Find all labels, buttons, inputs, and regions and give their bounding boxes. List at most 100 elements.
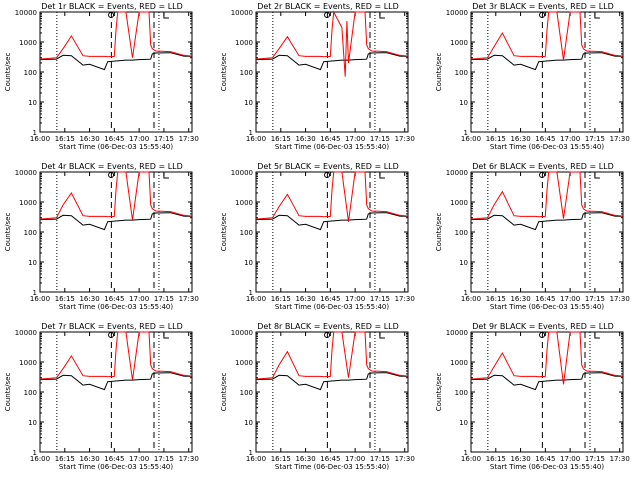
- saa-start-mark: [324, 12, 331, 18]
- y-axis-label: Counts/sec: [435, 213, 443, 252]
- x-tick-label: 16:15: [271, 455, 291, 463]
- x-tick-label: 16:30: [510, 295, 530, 303]
- y-axis-label: Counts/sec: [4, 373, 12, 412]
- x-tick-label: 16:00: [246, 135, 266, 143]
- x-tick-label: 16:00: [246, 455, 266, 463]
- y-tick-label: 100: [24, 389, 37, 397]
- y-tick-label: 10000: [15, 9, 37, 17]
- x-tick-label: 16:30: [510, 135, 530, 143]
- x-tick-label: 16:00: [30, 135, 50, 143]
- chart-panel-3: Det 3r BLACK = Events, RED = LLD 1 10 100 10…: [435, 2, 630, 151]
- saa-end-mark: [379, 173, 385, 179]
- y-tick-label: 10: [459, 259, 468, 267]
- chart-panel-4: Det 4r BLACK = Events, RED = LLD 1 10 100 10…: [4, 162, 199, 311]
- x-tick-label: 16:15: [271, 295, 291, 303]
- y-tick-label: 100: [24, 69, 37, 77]
- saa-start-mark: [108, 332, 115, 338]
- y-tick-label: 1000: [450, 199, 468, 207]
- x-tick-label: 17:00: [345, 455, 365, 463]
- chart-title: Det 2r BLACK = Events, RED = LLD: [257, 2, 399, 11]
- x-tick-label: 16:30: [295, 455, 315, 463]
- lld-series-line: [39, 331, 193, 381]
- x-axis-label: Start Time (06-Dec-03 15:55:40): [490, 303, 604, 311]
- x-axis-label: Start Time (06-Dec-03 15:55:40): [59, 463, 173, 471]
- chart-title: Det 3r BLACK = Events, RED = LLD: [472, 2, 614, 11]
- y-tick-label: 10000: [231, 169, 253, 177]
- y-axis-label: Counts/sec: [220, 213, 228, 252]
- y-tick-label: 1000: [235, 199, 253, 207]
- x-tick-label: 16:00: [30, 295, 50, 303]
- chart-title: Det 1r BLACK = Events, RED = LLD: [41, 2, 183, 11]
- x-tick-label: 16:30: [79, 455, 99, 463]
- y-tick-label: 1: [33, 129, 37, 137]
- lld-series-line: [255, 331, 409, 380]
- saa-end-mark: [379, 13, 385, 19]
- x-tick-label: 17:15: [585, 295, 605, 303]
- chart-panel-5: Det 5r BLACK = Events, RED = LLD 1 10 100 10…: [220, 162, 415, 311]
- y-tick-label: 1: [33, 289, 37, 297]
- lld-series-line: [39, 11, 193, 60]
- chart-panel-1: Det 1r BLACK = Events, RED = LLD 1 10 100 10…: [4, 2, 199, 151]
- x-tick-label: 17:15: [154, 455, 174, 463]
- y-tick-label: 1000: [450, 39, 468, 47]
- y-tick-label: 10000: [446, 169, 468, 177]
- chart-panel-2: Det 2r BLACK = Events, RED = LLD 1 10 100 10…: [220, 2, 415, 151]
- x-tick-label: 17:00: [345, 135, 365, 143]
- y-tick-label: 1000: [19, 39, 37, 47]
- x-tick-label: 16:00: [461, 295, 481, 303]
- y-tick-label: 10: [244, 99, 253, 107]
- y-tick-label: 1000: [19, 199, 37, 207]
- y-axis-label: Counts/sec: [220, 53, 228, 92]
- x-tick-label: 17:15: [154, 295, 174, 303]
- x-tick-label: 16:00: [461, 455, 481, 463]
- events-series-line: [39, 372, 193, 391]
- saa-start-mark: [108, 172, 115, 178]
- y-tick-label: 10: [459, 99, 468, 107]
- saa-start-mark: [539, 172, 546, 178]
- y-tick-label: 10: [244, 259, 253, 267]
- x-tick-label: 17:30: [179, 295, 199, 303]
- y-tick-label: 10000: [231, 329, 253, 337]
- lld-series-line: [470, 331, 624, 385]
- x-tick-label: 17:00: [560, 295, 580, 303]
- x-tick-label: 17:15: [585, 455, 605, 463]
- x-axis-label: Start Time (06-Dec-03 15:55:40): [490, 143, 604, 151]
- y-tick-label: 1: [33, 449, 37, 457]
- chart-title: Det 9r BLACK = Events, RED = LLD: [472, 322, 614, 331]
- y-tick-label: 100: [240, 229, 253, 237]
- x-tick-label: 16:30: [295, 295, 315, 303]
- chart-title: Det 5r BLACK = Events, RED = LLD: [257, 162, 399, 171]
- y-tick-label: 10: [459, 419, 468, 427]
- events-series-line: [255, 212, 409, 231]
- y-tick-label: 100: [24, 229, 37, 237]
- events-series-line: [470, 372, 624, 391]
- x-tick-label: 17:00: [129, 295, 149, 303]
- chart-title: Det 7r BLACK = Events, RED = LLD: [41, 322, 183, 331]
- x-axis-label: Start Time (06-Dec-03 15:55:40): [59, 143, 173, 151]
- x-tick-label: 16:45: [535, 295, 555, 303]
- x-tick-label: 16:45: [104, 295, 124, 303]
- chart-title: Det 6r BLACK = Events, RED = LLD: [472, 162, 614, 171]
- x-axis-label: Start Time (06-Dec-03 15:55:40): [59, 303, 173, 311]
- y-tick-label: 1000: [450, 359, 468, 367]
- x-tick-label: 16:30: [295, 135, 315, 143]
- x-axis-label: Start Time (06-Dec-03 15:55:40): [490, 463, 604, 471]
- y-tick-label: 100: [455, 389, 468, 397]
- y-tick-label: 10000: [446, 9, 468, 17]
- x-tick-label: 16:15: [55, 455, 75, 463]
- x-tick-label: 16:00: [461, 135, 481, 143]
- x-tick-label: 16:15: [486, 295, 506, 303]
- x-tick-label: 16:15: [486, 455, 506, 463]
- events-series-line: [470, 52, 624, 71]
- lld-series-line: [39, 171, 193, 221]
- chart-panel-7: Det 7r BLACK = Events, RED = LLD 1 10 100 10…: [4, 322, 199, 471]
- saa-end-mark: [163, 173, 169, 179]
- y-tick-label: 1: [249, 449, 253, 457]
- x-tick-label: 16:15: [55, 295, 75, 303]
- x-tick-label: 17:30: [395, 135, 415, 143]
- y-tick-label: 1: [464, 129, 468, 137]
- x-axis-label: Start Time (06-Dec-03 15:55:40): [275, 463, 389, 471]
- saa-end-mark: [379, 333, 385, 339]
- x-tick-label: 16:45: [104, 455, 124, 463]
